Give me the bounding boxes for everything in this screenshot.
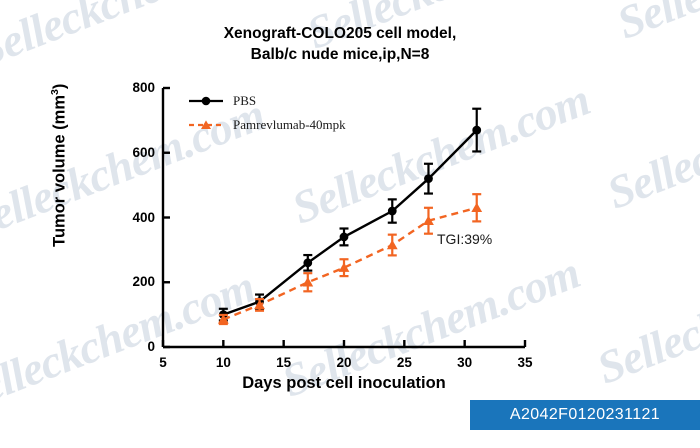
chart-title-line-2: Balb/c nude mice,ip,N=8 (250, 45, 430, 63)
legend-item-pamrevlumab: Pamrevlumab-40mpk (188, 113, 346, 137)
y-axis-label: Tumor volume (mm3) (49, 30, 70, 300)
x-tick-label: 10 (215, 355, 231, 370)
data-point-marker (472, 125, 482, 135)
series-line-pbs (222, 129, 478, 316)
chart-legend: PBS Pamrevlumab-40mpk (188, 89, 346, 137)
x-tick-label: 30 (457, 355, 473, 370)
y-axis-label-text: Tumor volume (mm (50, 94, 69, 247)
product-code-banner: A2042F0120231121 (470, 400, 700, 430)
x-tick-label: 25 (396, 355, 412, 370)
data-point-marker (302, 277, 314, 287)
y-axis-label-close: ) (50, 83, 69, 90)
x-tick-label: 35 (517, 355, 533, 370)
y-tick-label: 800 (132, 80, 155, 95)
legend-item-pbs: PBS (188, 89, 346, 113)
data-point-marker (423, 215, 434, 225)
data-point-marker (386, 239, 398, 250)
y-tick-label: 200 (132, 274, 155, 290)
data-point-marker (303, 258, 313, 268)
legend-key-pamrevlumab-icon (188, 118, 224, 132)
product-code-text: A2042F0120231121 (509, 406, 661, 423)
tgi-annotation: TGI:39% (437, 231, 493, 247)
y-axis-label-superscript: 3 (48, 89, 61, 95)
y-tick-label: 0 (147, 339, 155, 354)
data-point-marker (217, 314, 229, 324)
y-tick-label: 600 (132, 144, 155, 160)
data-point-marker (339, 232, 349, 242)
series-line-pamrevlumab (222, 206, 478, 321)
data-point-marker (254, 299, 265, 310)
data-point-marker (471, 202, 483, 212)
y-tick-label: 400 (132, 209, 155, 225)
chart-title-line-1: Xenograft-COLO205 cell model, (223, 25, 457, 42)
x-tick-label: 5 (159, 355, 167, 370)
legend-label-pbs: PBS (233, 93, 257, 108)
x-axis-label: Days post cell inoculation (242, 374, 446, 392)
chart-title: Xenograft-COLO205 cell model, Balb/c nud… (130, 24, 550, 66)
data-point-marker (424, 174, 433, 184)
legend-key-pbs-icon (188, 94, 224, 108)
data-point-marker (338, 262, 350, 272)
x-tick-label: 20 (336, 355, 352, 370)
legend-label-pamrevlumab: Pamrevlumab-40mpk (233, 117, 346, 132)
x-tick-label: 15 (276, 355, 292, 370)
data-point-marker (387, 206, 397, 216)
